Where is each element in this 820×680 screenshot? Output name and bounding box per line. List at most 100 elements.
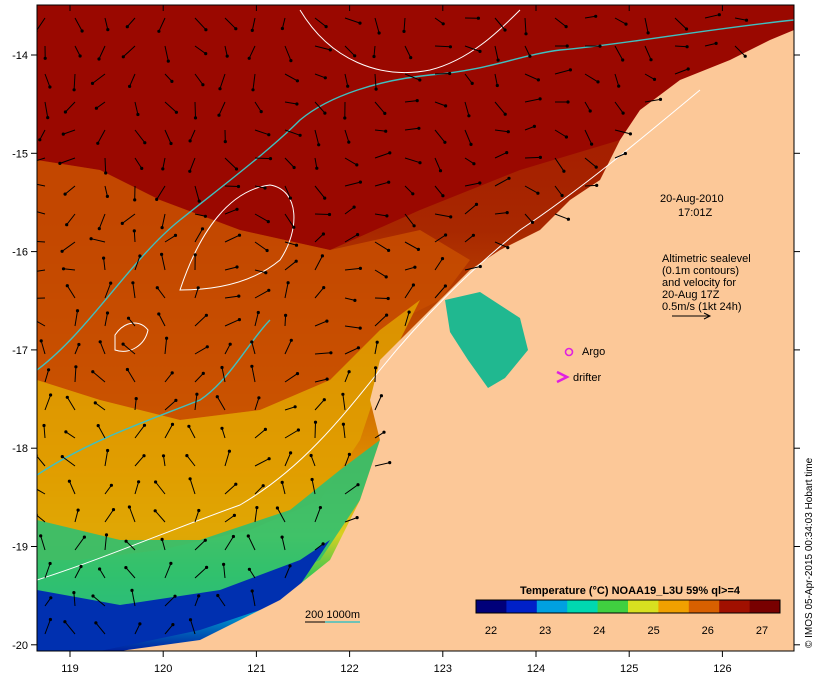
velocity-arrow: [524, 185, 539, 194]
velocity-arrow: [224, 266, 238, 271]
velocity-arrow-head: [267, 288, 271, 292]
velocity-arrow-head: [91, 594, 95, 598]
velocity-arrow-head: [38, 138, 42, 142]
velocity-arrow: [404, 157, 421, 164]
velocity-arrow: [554, 185, 563, 196]
velocity-arrow: [584, 184, 597, 187]
velocity-arrow-head: [171, 623, 175, 627]
velocity-arrow: [134, 425, 145, 439]
colorbar-frame: [475, 599, 781, 614]
velocity-arrow: [129, 73, 136, 87]
velocity-arrow: [254, 129, 269, 136]
velocity-arrow: [254, 485, 264, 495]
velocity-arrow-head: [237, 318, 241, 322]
green-water-region: [37, 440, 380, 620]
velocity-arrow: [281, 482, 286, 495]
velocity-arrow: [344, 454, 350, 467]
velocity-arrow: [254, 289, 270, 299]
velocity-arrow-head: [204, 28, 208, 32]
velocity-arrow: [614, 129, 631, 135]
velocity-arrow-head: [49, 596, 53, 600]
colorbar-segment: [506, 600, 538, 613]
velocity-arrow-head: [234, 27, 238, 31]
velocity-arrow: [254, 241, 268, 251]
colorbar-tick-label: 23: [539, 625, 551, 637]
velocity-arrow-head: [102, 256, 106, 260]
velocity-arrow: [284, 185, 291, 199]
velocity-arrow: [284, 129, 301, 136]
velocity-arrow: [128, 506, 136, 523]
velocity-arrow: [251, 17, 256, 31]
velocity-arrow-head: [60, 249, 64, 253]
velocity-arrow-head: [39, 534, 43, 538]
velocity-arrow: [248, 569, 256, 579]
velocity-arrow: [584, 73, 599, 83]
velocity-arrow: [281, 17, 286, 29]
velocity-arrow: [584, 101, 591, 112]
velocity-arrow: [224, 343, 231, 355]
velocity-arrow-head: [143, 141, 147, 145]
velocity-arrow-head: [441, 194, 445, 198]
velocity-arrow-head: [48, 85, 52, 89]
velocity-arrow: [734, 17, 747, 21]
velocity-arrow: [122, 213, 136, 224]
velocity-arrow-head: [204, 52, 208, 56]
velocity-arrow: [494, 101, 506, 115]
velocity-arrow-head: [185, 454, 189, 458]
velocity-arrow-head: [94, 621, 98, 625]
velocity-arrow-head: [292, 165, 296, 170]
velocity-arrow-head: [46, 116, 50, 120]
velocity-arrow: [374, 73, 377, 90]
velocity-arrow-head: [289, 59, 293, 63]
velocity-arrow: [554, 69, 571, 75]
velocity-arrow-head: [621, 111, 625, 115]
velocity-arrow: [219, 73, 226, 89]
velocity-arrow-head: [39, 339, 43, 343]
velocity-arrow-head: [126, 316, 131, 320]
velocity-arrow: [95, 402, 106, 411]
velocity-arrow: [344, 297, 356, 301]
velocity-arrow-head: [323, 76, 327, 80]
velocity-arrow: [524, 17, 527, 34]
velocity-arrow: [39, 129, 46, 141]
colorbar-title: Temperature (°C) NOAA19_L3U 59% ql>=4: [520, 585, 741, 597]
velocity-arrow-head: [48, 561, 52, 566]
altimetry-note-line-3: and velocity for: [662, 277, 736, 289]
velocity-arrow-head: [298, 133, 302, 137]
velocity-arrow-head: [197, 508, 201, 513]
sealevel-contour: [37, 89, 701, 581]
velocity-arrow: [494, 129, 509, 133]
timestamp-date: 20-Aug-2010: [660, 193, 724, 205]
colorbar-segment: [628, 600, 659, 613]
velocity-arrow: [97, 425, 106, 439]
velocity-arrow: [404, 185, 414, 195]
velocity-arrow-head: [257, 396, 261, 400]
velocity-arrow-head: [417, 126, 421, 130]
velocity-arrow-head: [503, 28, 507, 32]
velocity-arrow: [524, 125, 535, 131]
velocity-arrow: [65, 431, 76, 439]
velocity-arrow-head: [714, 41, 718, 46]
colorbar-segment: [567, 600, 599, 613]
velocity-arrow-head: [320, 254, 324, 258]
velocity-arrow: [314, 101, 326, 114]
velocity-arrow-head: [409, 56, 413, 60]
timestamp-time: 17:01Z: [678, 207, 713, 219]
velocity-arrow: [104, 312, 108, 327]
velocity-arrow: [248, 45, 256, 59]
velocity-arrow-head: [142, 454, 146, 458]
velocity-arrow-head: [383, 111, 387, 115]
velocity-arrow: [99, 341, 106, 355]
colorbar-segment: [597, 600, 629, 613]
velocity-arrow: [494, 177, 510, 187]
velocity-arrow: [254, 397, 260, 411]
velocity-arrow-head: [77, 342, 81, 347]
colorbar-segment: [719, 600, 751, 613]
velocity-arrow: [704, 14, 720, 19]
velocity-arrow: [344, 484, 359, 495]
velocity-arrow-head: [568, 68, 573, 72]
velocity-arrow-head: [594, 14, 598, 18]
velocity-arrow: [132, 282, 136, 299]
velocity-arrow-head: [324, 25, 328, 29]
velocity-arrow-head: [322, 398, 326, 402]
